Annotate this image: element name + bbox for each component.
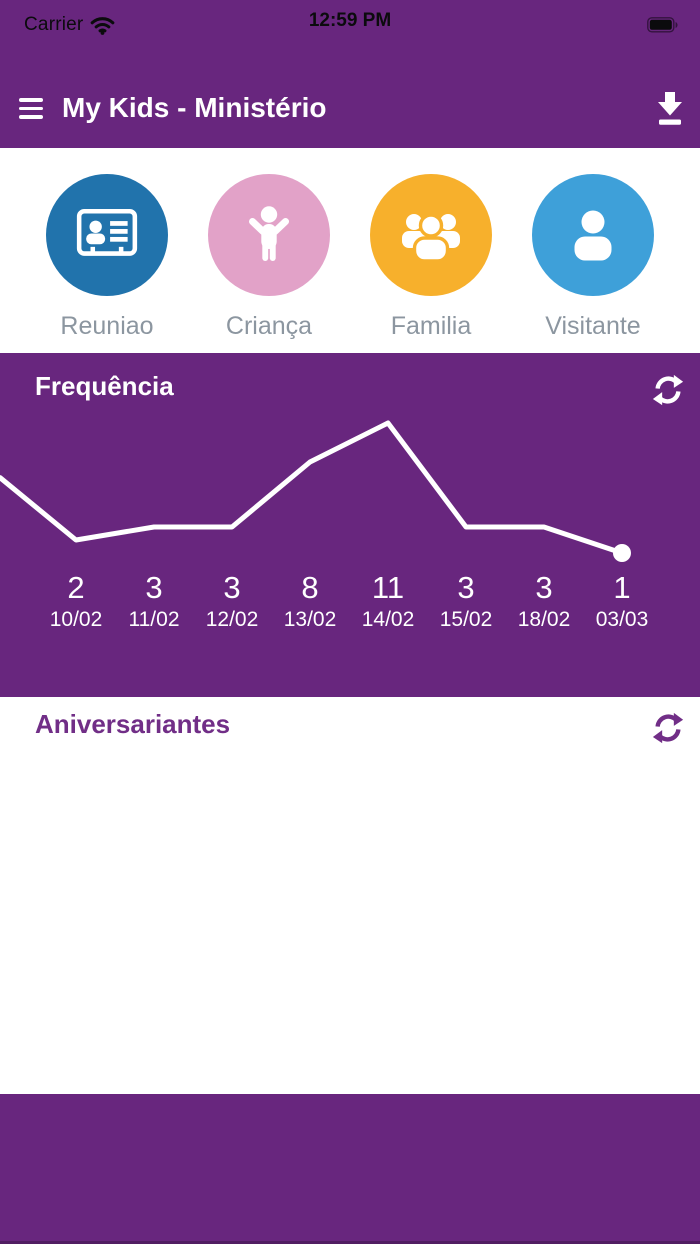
chart-tick: 3 15/02 <box>427 571 505 632</box>
page-title: My Kids - Ministério <box>62 92 327 123</box>
chart-line <box>0 420 625 556</box>
chart-value-label: 3 <box>145 570 163 605</box>
status-bar: Carrier 12:59 PM <box>0 0 700 40</box>
nav-bar: My Kids - Ministério <box>0 84 700 132</box>
footer-bar <box>0 1094 700 1244</box>
chart-tick: 2 10/02 <box>37 571 115 632</box>
chart-value-label: 2 <box>67 570 85 605</box>
chart-value-label: 3 <box>457 570 475 605</box>
chart-date-label: 12/02 <box>205 608 259 631</box>
shortcut-visitante[interactable]: Visitante <box>532 174 654 353</box>
chart-tick: 1 03/03 <box>583 571 661 632</box>
shortcut-label: Visitante <box>545 312 641 340</box>
clock: 12:59 PM <box>308 10 392 31</box>
birthdays-section: Aniversariantes <box>0 697 700 1094</box>
contact-card-icon <box>46 174 168 296</box>
chart-date-label: 03/03 <box>595 608 649 631</box>
top-header: Carrier 12:59 PM <box>0 0 700 148</box>
shortcut-label: Criança <box>225 312 313 340</box>
refresh-icon[interactable] <box>650 710 685 745</box>
child-icon <box>208 174 330 296</box>
users-icon <box>370 174 492 296</box>
refresh-icon[interactable] <box>650 372 685 407</box>
wifi-icon <box>90 16 115 35</box>
shortcut-reuniao[interactable]: Reuniao <box>46 174 168 353</box>
chart-tick: 3 12/02 <box>193 571 271 632</box>
download-icon[interactable] <box>655 89 685 127</box>
chart-date-label: 13/02 <box>283 608 337 631</box>
birthdays-title: Aniversariantes <box>35 709 231 739</box>
chart-date-label: 14/02 <box>361 608 415 631</box>
attendance-line-chart <box>0 420 631 562</box>
chart-tick: 11 14/02 <box>349 571 427 632</box>
chart-date-label: 11/02 <box>128 608 180 631</box>
last-point-dot <box>613 544 631 562</box>
chart-value-label: 8 <box>301 570 319 605</box>
shortcut-familia[interactable]: Familia <box>370 174 492 353</box>
chart-date-label: 18/02 <box>517 608 571 631</box>
shortcut-label: Reuniao <box>60 312 154 340</box>
chart-value-label: 3 <box>535 570 553 605</box>
chart-value-label: 1 <box>613 570 631 605</box>
chart-value-label: 11 <box>371 570 405 605</box>
chart-tick: 8 13/02 <box>271 571 349 632</box>
battery-icon <box>647 17 678 33</box>
shortcut-crianca[interactable]: Criança <box>208 174 330 353</box>
chart-date-label: 15/02 <box>439 608 493 631</box>
chart-date-label: 10/02 <box>49 608 103 631</box>
frequency-title: Frequência <box>35 371 174 401</box>
user-icon <box>532 174 654 296</box>
shortcut-row: Reuniao Criança <box>0 148 700 353</box>
carrier-label: Carrier <box>24 14 84 35</box>
chart-axis-labels: 2 10/02 3 11/02 3 12/02 8 13/02 11 14/02 3 15/02 3 18… <box>37 571 661 632</box>
chart-tick: 3 11/02 <box>115 571 193 632</box>
chart-value-label: 3 <box>223 570 241 605</box>
frequency-section: Frequência 2 10/02 3 11/02 3 12/02 8 13/02 11 14/… <box>0 353 700 697</box>
shortcut-label: Familia <box>390 312 472 340</box>
hamburger-menu-icon[interactable] <box>19 97 45 119</box>
chart-tick: 3 18/02 <box>505 571 583 632</box>
